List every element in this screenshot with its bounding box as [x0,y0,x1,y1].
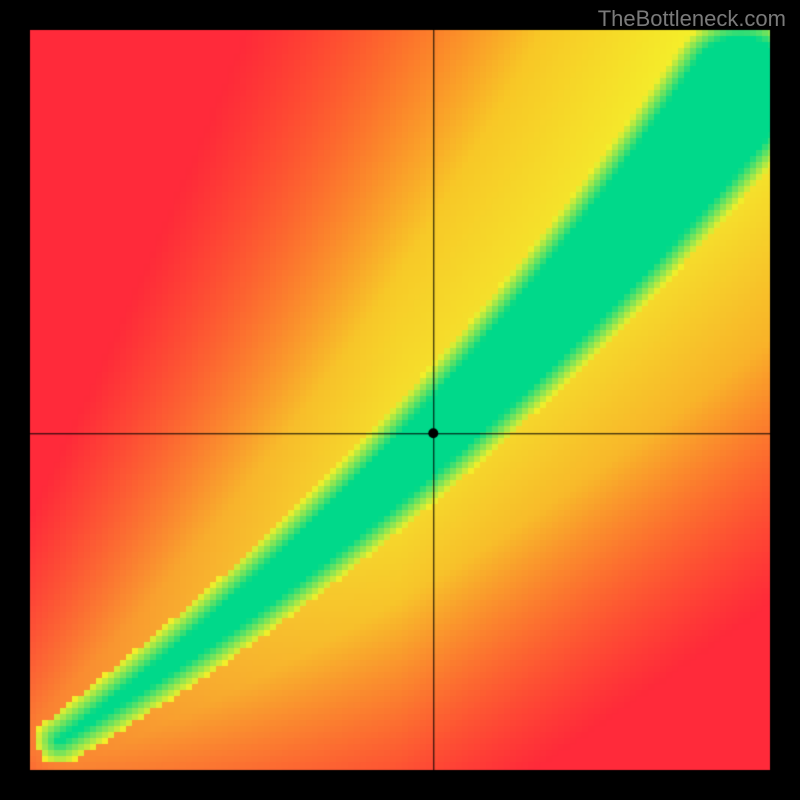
watermark-text: TheBottleneck.com [598,6,786,32]
heatmap-canvas [0,0,800,800]
chart-container: TheBottleneck.com [0,0,800,800]
